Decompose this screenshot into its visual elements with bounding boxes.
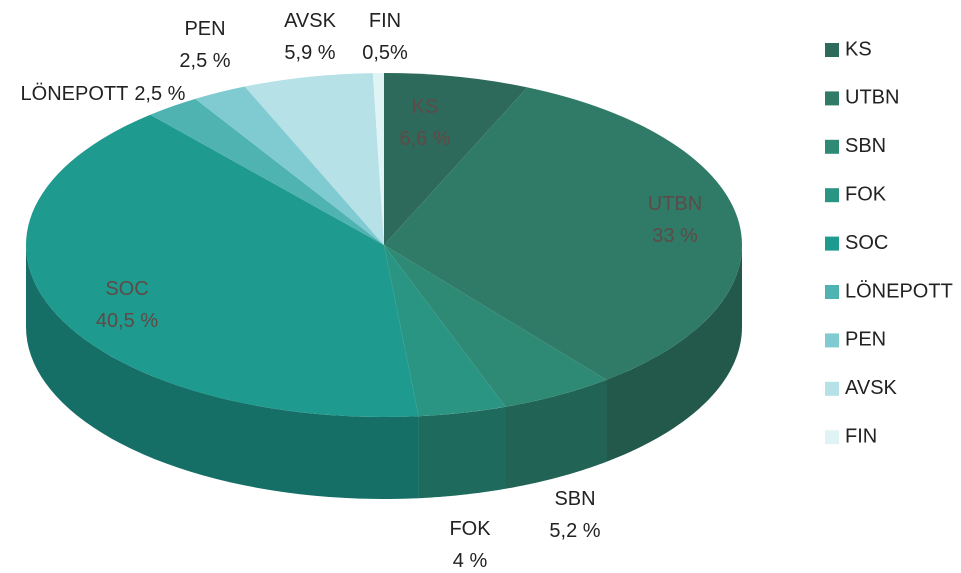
label-value: 40,5 % <box>96 310 158 332</box>
label-category: FOK <box>449 518 491 540</box>
legend-label: SBN <box>845 135 886 157</box>
data-label: FOK 4 % <box>449 518 491 572</box>
legend-label: KS <box>845 38 872 60</box>
label-category: UTBN <box>648 193 702 215</box>
data-label: AVSK 5,9 % <box>284 10 337 64</box>
legend-label: AVSK <box>845 377 898 399</box>
legend-swatch <box>825 430 839 445</box>
label-category: AVSK <box>284 10 337 32</box>
label-value: 5,2 % <box>549 520 600 542</box>
label-category: SOC <box>105 278 148 300</box>
legend-swatch <box>825 381 839 396</box>
slice-side <box>418 406 506 499</box>
legend-swatch <box>825 333 839 348</box>
data-label: SOC 40,5 % <box>96 278 158 332</box>
legend-swatch <box>825 188 839 203</box>
slice <box>244 73 384 245</box>
slice <box>25 114 419 418</box>
label-category: FIN <box>369 10 401 32</box>
label-category: SBN <box>554 488 595 510</box>
slice <box>384 245 607 407</box>
legend-label: UTBN <box>845 87 899 109</box>
legend-swatch <box>825 285 839 299</box>
data-label: KS 6,6 % <box>399 96 450 150</box>
data-label: UTBN 33 % <box>648 193 702 247</box>
label-category: PEN <box>184 18 225 40</box>
label-category: LÖNEPOTT <box>21 83 129 105</box>
label-value: 0,5% <box>362 42 408 64</box>
data-label: SBN 5,2 % <box>549 488 600 542</box>
legend-label: SOC <box>845 232 888 254</box>
slice <box>384 245 506 417</box>
label-category: KS <box>412 96 439 118</box>
label-value: 2,5 % <box>179 50 230 72</box>
label-value: 33 % <box>652 225 698 247</box>
legend-label: FOK <box>845 183 887 205</box>
legend-label: LÖNEPOTT <box>845 280 953 302</box>
legend-label: PEN <box>845 329 886 351</box>
legend-swatch <box>825 236 839 251</box>
label-value: 5,9 % <box>284 42 335 64</box>
data-label: PEN 2,5 % <box>179 18 230 72</box>
slice <box>195 86 384 246</box>
slice <box>372 73 384 245</box>
data-label: LÖNEPOTT 2,5 % <box>21 83 186 105</box>
slice <box>384 87 742 380</box>
label-value: 2,5 % <box>134 83 185 105</box>
slice <box>150 98 384 245</box>
slice <box>384 73 528 245</box>
slice-side <box>505 379 607 489</box>
legend-label: FIN <box>845 425 877 447</box>
label-value: 6,6 % <box>399 128 450 150</box>
legend-swatch <box>825 91 839 106</box>
label-value: 4 % <box>453 550 488 572</box>
legend-swatch <box>825 43 839 57</box>
data-label: FIN 0,5% <box>362 10 408 64</box>
slice-side <box>26 245 419 499</box>
legend-swatch <box>825 139 839 154</box>
slice-side <box>606 245 742 462</box>
